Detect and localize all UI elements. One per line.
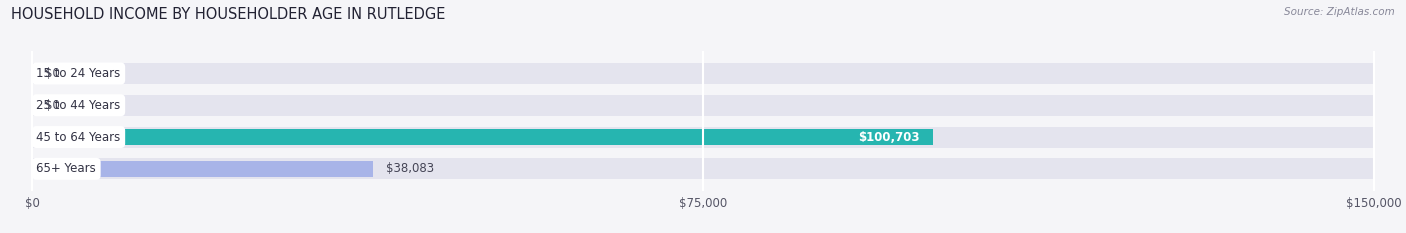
Text: $0: $0 [45, 67, 60, 80]
Bar [32, 95, 1374, 116]
Text: 65+ Years: 65+ Years [37, 162, 96, 175]
Bar [32, 129, 934, 145]
Text: $38,083: $38,083 [387, 162, 434, 175]
Text: 15 to 24 Years: 15 to 24 Years [37, 67, 121, 80]
Text: $0: $0 [45, 99, 60, 112]
Text: Source: ZipAtlas.com: Source: ZipAtlas.com [1284, 7, 1395, 17]
Text: HOUSEHOLD INCOME BY HOUSEHOLDER AGE IN RUTLEDGE: HOUSEHOLD INCOME BY HOUSEHOLDER AGE IN R… [11, 7, 446, 22]
Bar [32, 127, 1374, 147]
Bar [32, 158, 1374, 179]
Text: 45 to 64 Years: 45 to 64 Years [37, 130, 121, 144]
Bar [32, 161, 373, 177]
Bar [32, 63, 1374, 84]
Text: 25 to 44 Years: 25 to 44 Years [37, 99, 121, 112]
Text: $100,703: $100,703 [858, 130, 920, 144]
